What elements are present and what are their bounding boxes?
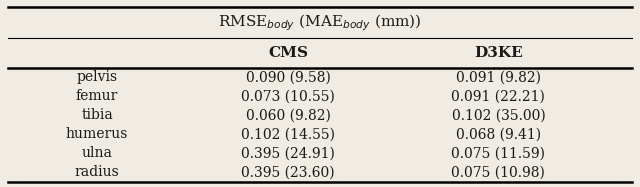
Text: 0.073 (10.55): 0.073 (10.55) (241, 89, 335, 103)
Text: 0.090 (9.58): 0.090 (9.58) (246, 70, 331, 84)
Text: 0.102 (35.00): 0.102 (35.00) (452, 108, 545, 122)
Text: 0.395 (23.60): 0.395 (23.60) (241, 165, 335, 179)
Text: D3KE: D3KE (474, 46, 523, 60)
Text: 0.102 (14.55): 0.102 (14.55) (241, 127, 335, 141)
Text: 0.075 (11.59): 0.075 (11.59) (451, 146, 545, 160)
Text: tibia: tibia (81, 108, 113, 122)
Text: 0.068 (9.41): 0.068 (9.41) (456, 127, 541, 141)
Text: humerus: humerus (66, 127, 128, 141)
Text: pelvis: pelvis (76, 70, 118, 84)
Text: RMSE$_{body}$ (MAE$_{body}$ (mm)): RMSE$_{body}$ (MAE$_{body}$ (mm)) (218, 12, 422, 33)
Text: 0.091 (22.21): 0.091 (22.21) (451, 89, 545, 103)
Text: ulna: ulna (81, 146, 113, 160)
Text: 0.091 (9.82): 0.091 (9.82) (456, 70, 541, 84)
Text: 0.060 (9.82): 0.060 (9.82) (246, 108, 331, 122)
Text: femur: femur (76, 89, 118, 103)
Text: 0.075 (10.98): 0.075 (10.98) (451, 165, 545, 179)
Text: 0.395 (24.91): 0.395 (24.91) (241, 146, 335, 160)
Text: CMS: CMS (268, 46, 308, 60)
Text: radius: radius (75, 165, 119, 179)
